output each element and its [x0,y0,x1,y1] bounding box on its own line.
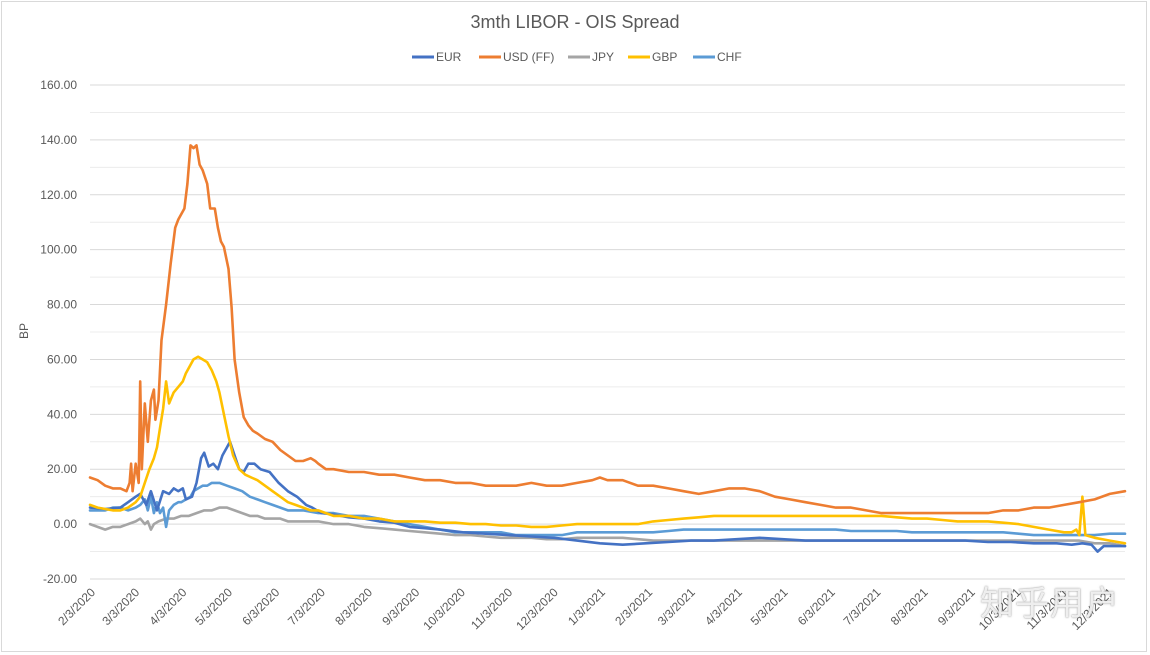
x-tick-label: 9/3/2021 [935,585,978,628]
legend-label: GBP [652,50,677,64]
y-tick-label: -20.00 [43,572,77,586]
legend-label: USD (FF) [503,50,554,64]
x-tick-label: 10/3/2020 [420,585,468,633]
x-axis-ticks: 2/3/2020 3/3/2020 4/3/2020 5/3/2020 6/3/2020… [55,585,1116,633]
gridlines [90,84,1125,580]
legend-label: CHF [717,50,742,64]
x-tick-label: 4/3/2021 [702,585,745,628]
x-tick-label: 2/3/2020 [55,585,98,628]
x-tick-label: 9/3/2020 [379,585,422,628]
legend-label: JPY [592,50,614,64]
x-tick-label: 8/3/2020 [332,585,375,628]
y-tick-label: 160.00 [40,78,77,92]
y-tick-label: 20.00 [47,462,77,476]
legend-item: CHF [693,50,742,64]
x-tick-label: 12/3/2020 [513,585,561,633]
y-tick-label: 140.00 [40,133,77,147]
y-tick-label: 60.00 [47,352,77,366]
y-axis-ticks: -20.00 0.00 20.00 40.00 60.00 80.00 100.00 120.… [40,78,77,586]
x-tick-label: 2/3/2021 [612,585,655,628]
x-tick-label: 1/3/2021 [565,585,608,628]
legend-item: EUR [412,50,462,64]
legend-item: USD (FF) [479,50,554,64]
x-tick-label: 8/3/2021 [888,585,931,628]
legend-item: JPY [568,50,614,64]
legend: EUR USD (FF) JPY GBP CHF [412,50,742,64]
x-tick-label: 11/3/2020 [468,585,515,632]
chart-title: 3mth LIBOR - OIS Spread [470,12,679,32]
legend-label: EUR [436,50,462,64]
series-line-gbp [88,355,1127,545]
x-tick-label: 5/3/2020 [192,585,235,628]
series-line-usd-ff [88,144,1127,515]
y-tick-label: 0.00 [54,517,78,531]
x-tick-label: 6/3/2021 [795,585,838,628]
series-line-chf [88,481,1127,537]
y-axis-label: BP [17,323,31,339]
series-layer [88,144,1127,553]
y-tick-label: 120.00 [40,188,77,202]
x-tick-label: 5/3/2021 [748,585,791,628]
x-tick-label: 6/3/2020 [239,585,282,628]
y-tick-label: 80.00 [47,298,77,312]
x-tick-label: 3/3/2021 [655,585,698,628]
x-tick-label: 4/3/2020 [147,585,190,628]
watermark: 知乎用户 [980,584,1120,624]
x-tick-label: 7/3/2020 [285,585,328,628]
x-tick-label: 3/3/2020 [99,585,142,628]
y-tick-label: 100.00 [40,243,77,257]
legend-item: GBP [628,50,677,64]
y-tick-label: 40.00 [47,407,77,421]
x-tick-label: 7/3/2021 [841,585,884,628]
